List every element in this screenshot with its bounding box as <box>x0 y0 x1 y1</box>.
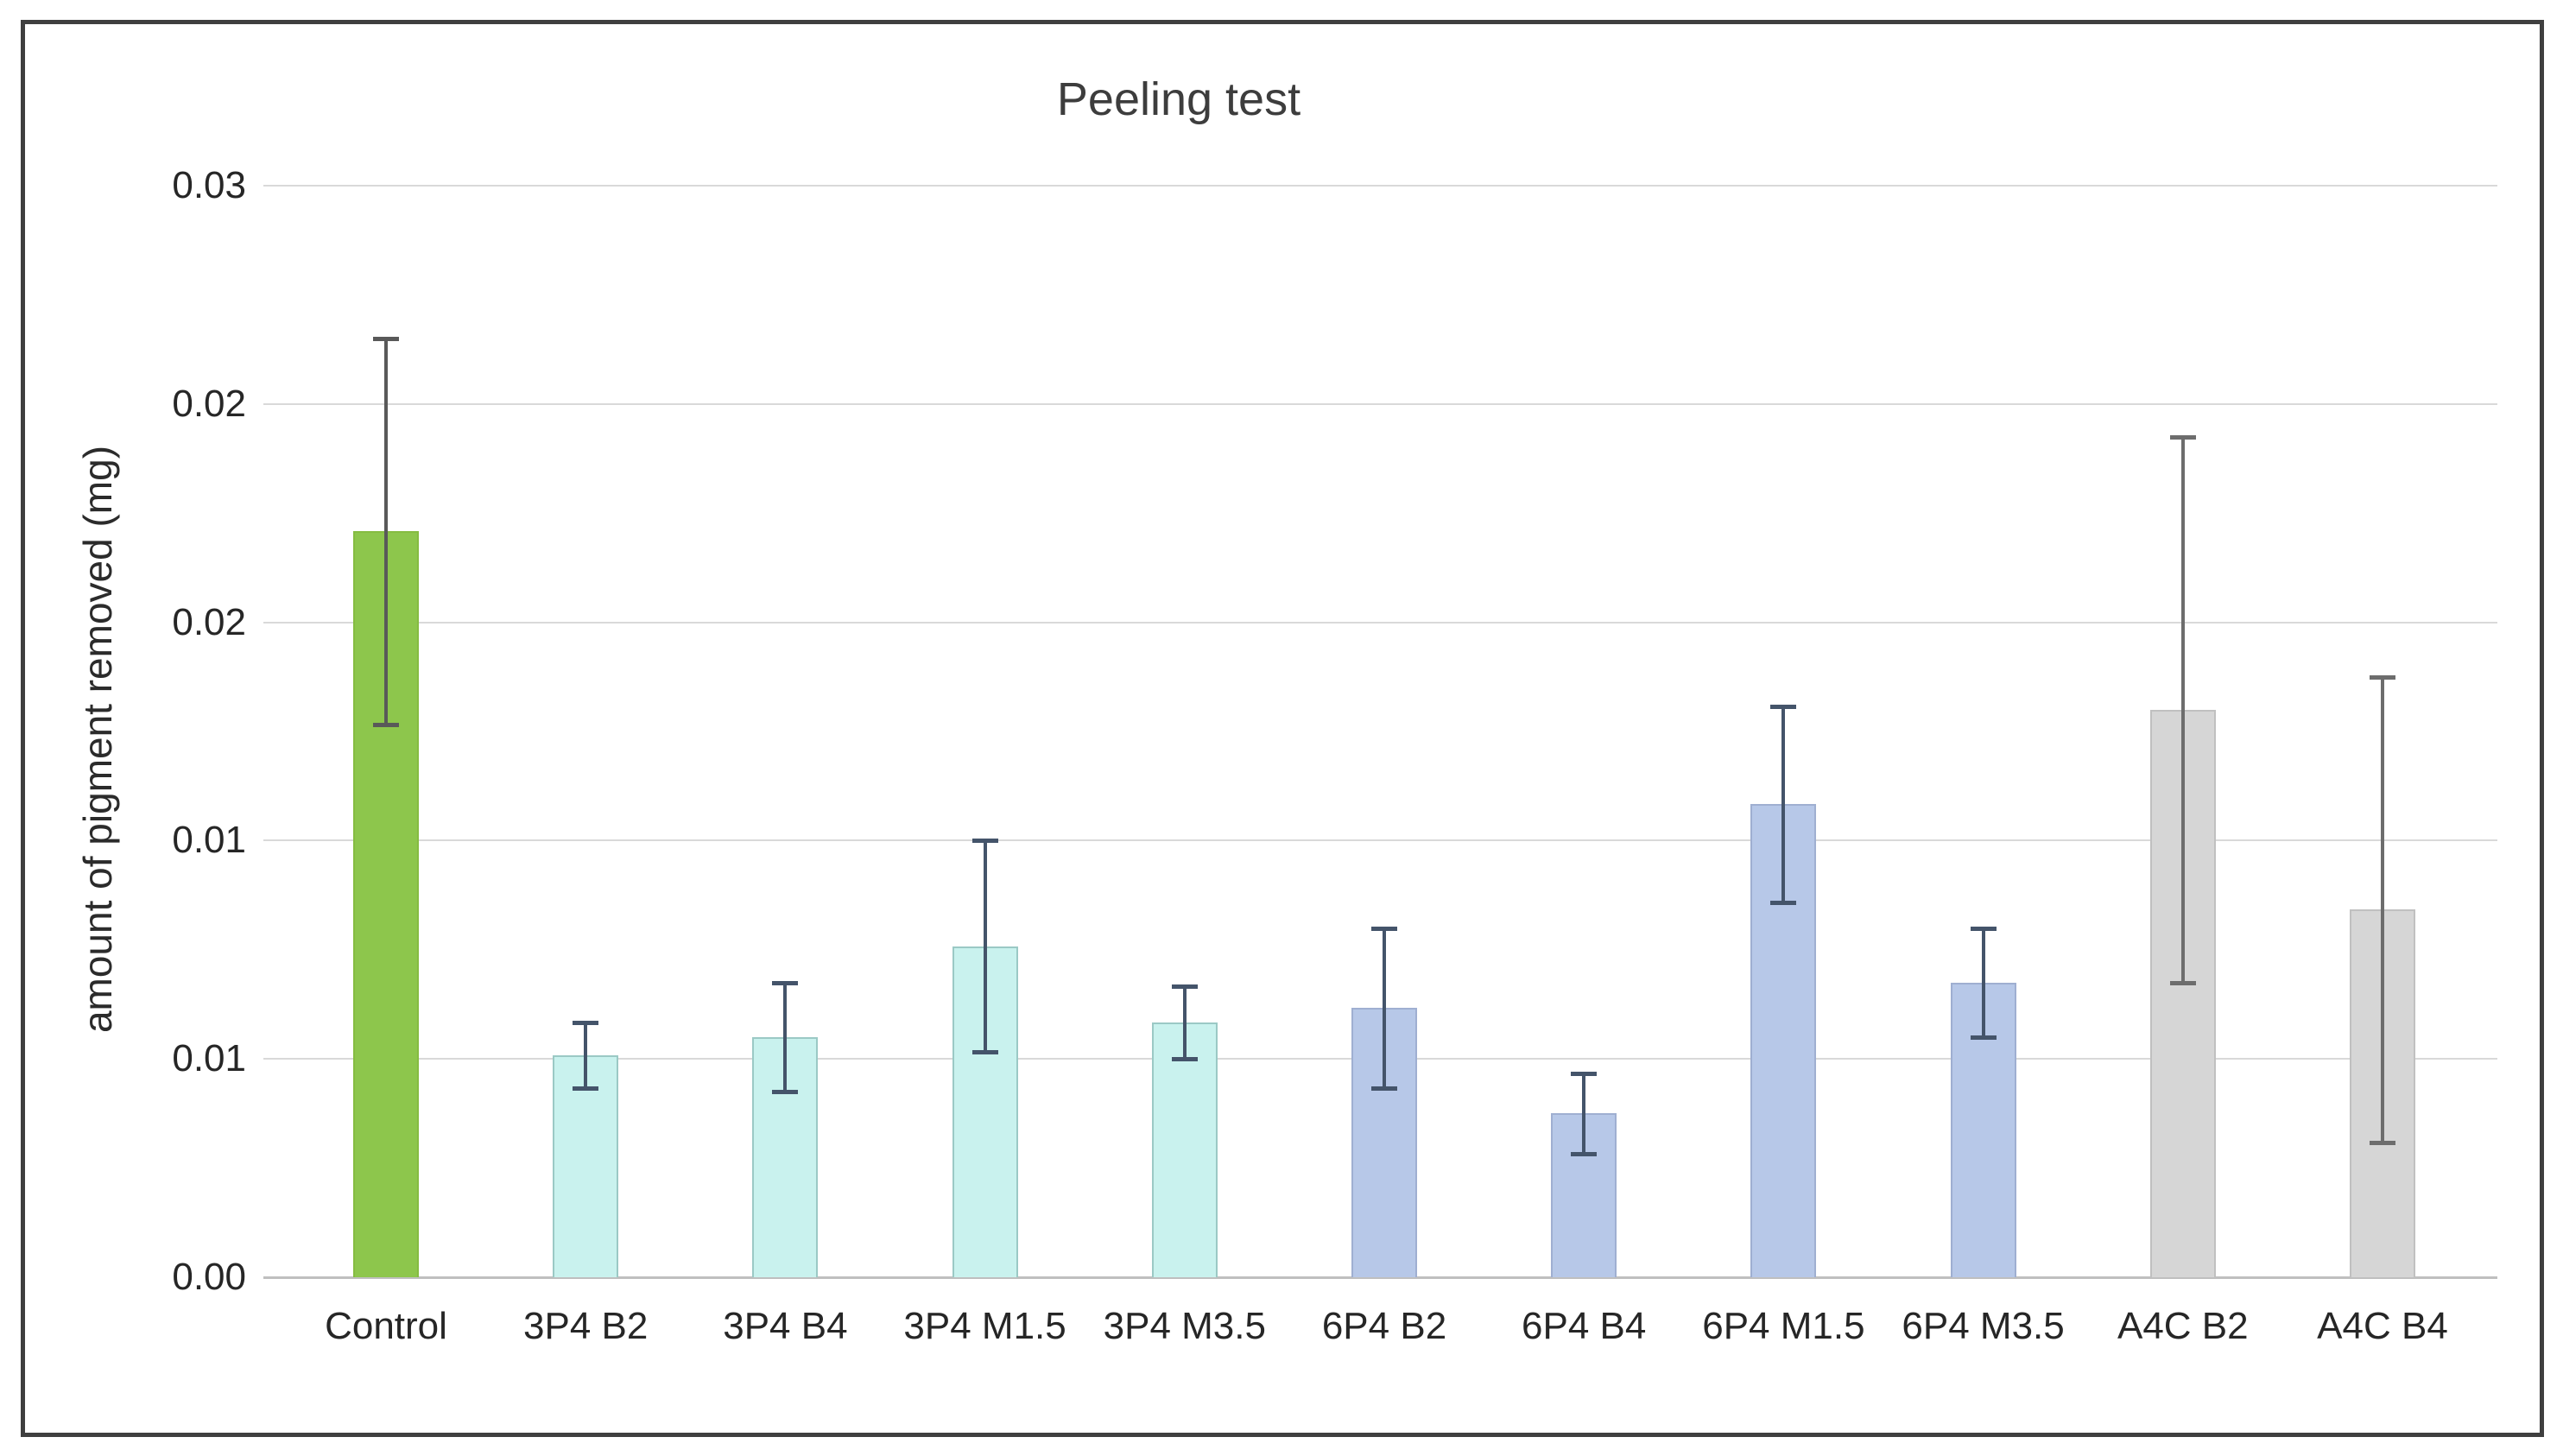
error-bar-bottom-cap <box>2370 1141 2395 1146</box>
error-bar <box>783 982 788 1092</box>
error-bar <box>1981 927 1985 1037</box>
y-axis-tick-label: 0.01 <box>172 1037 246 1080</box>
error-bar <box>384 338 388 725</box>
y-axis-tick-label: 0.00 <box>172 1256 246 1298</box>
bar-6p4-m3.5 <box>1950 982 2016 1277</box>
error-bar-top-cap <box>373 336 399 341</box>
y-axis-title: amount of pigment removed (mg) <box>75 445 120 1034</box>
error-bar-bottom-cap <box>971 1049 998 1054</box>
error-bar-bottom-cap <box>1571 1151 1598 1156</box>
error-bar <box>2180 436 2185 983</box>
x-axis-tick-label: 3P4 M3.5 <box>1103 1305 1266 1347</box>
y-axis-tick-label: 0.02 <box>172 382 246 425</box>
error-bar-top-cap <box>2169 434 2196 440</box>
error-bar <box>1383 927 1386 1088</box>
error-bar-top-cap <box>1371 926 1397 931</box>
error-bar-bottom-cap <box>573 1086 599 1091</box>
error-bar-bottom-cap <box>772 1090 799 1095</box>
error-bar-top-cap <box>1171 984 1198 989</box>
error-bar <box>2381 676 2384 1143</box>
y-gridline <box>263 402 2497 405</box>
error-bar-top-cap <box>1571 1072 1598 1077</box>
x-axis-tick-label: A4C B4 <box>2317 1305 2448 1347</box>
x-axis-line <box>263 1276 2497 1279</box>
x-axis-tick-label: 6P4 M3.5 <box>1902 1305 2065 1347</box>
x-axis-tick-label: 3P4 M1.5 <box>903 1305 1066 1347</box>
bar-3p4-b4 <box>752 1036 819 1277</box>
error-bar-bottom-cap <box>1371 1086 1397 1091</box>
chart-title: Peeling test <box>1056 73 1301 125</box>
error-bar-top-cap <box>971 839 998 844</box>
y-axis-tick-label: 0.01 <box>172 819 246 862</box>
x-axis-tick-label: 6P4 B4 <box>1522 1305 1647 1347</box>
error-bar-top-cap <box>772 980 799 985</box>
chart-frame <box>21 20 2544 1437</box>
y-gridline <box>263 839 2497 842</box>
error-bar <box>1781 706 1786 903</box>
error-bar-top-cap <box>2370 674 2395 680</box>
error-bar-bottom-cap <box>1770 901 1797 906</box>
x-axis-tick-label: Control <box>325 1305 447 1347</box>
error-bar-top-cap <box>573 1021 599 1026</box>
error-bar-top-cap <box>1970 926 1997 931</box>
x-axis-tick-label: 3P4 B4 <box>723 1305 848 1347</box>
error-bar-bottom-cap <box>2169 980 2196 985</box>
error-bar-bottom-cap <box>373 722 399 727</box>
y-gridline <box>263 621 2497 624</box>
error-bar <box>983 840 987 1052</box>
x-axis-tick-label: A4C B2 <box>2117 1305 2249 1347</box>
y-axis-tick-label: 0.03 <box>172 164 246 206</box>
error-bar <box>1182 985 1187 1060</box>
bar-3p4-b2 <box>553 1054 619 1277</box>
error-bar-bottom-cap <box>1970 1035 1997 1040</box>
x-axis-tick-label: 6P4 B2 <box>1321 1305 1447 1347</box>
bar-3p4-m3.5 <box>1151 1022 1218 1277</box>
error-bar-top-cap <box>1770 704 1797 709</box>
y-gridline <box>263 185 2497 187</box>
error-bar <box>1582 1073 1586 1154</box>
error-bar <box>584 1022 588 1088</box>
error-bar-bottom-cap <box>1171 1057 1198 1062</box>
x-axis-tick-label: 3P4 B2 <box>523 1305 649 1347</box>
y-axis-tick-label: 0.02 <box>172 600 246 643</box>
x-axis-tick-label: 6P4 M1.5 <box>1702 1305 1865 1347</box>
